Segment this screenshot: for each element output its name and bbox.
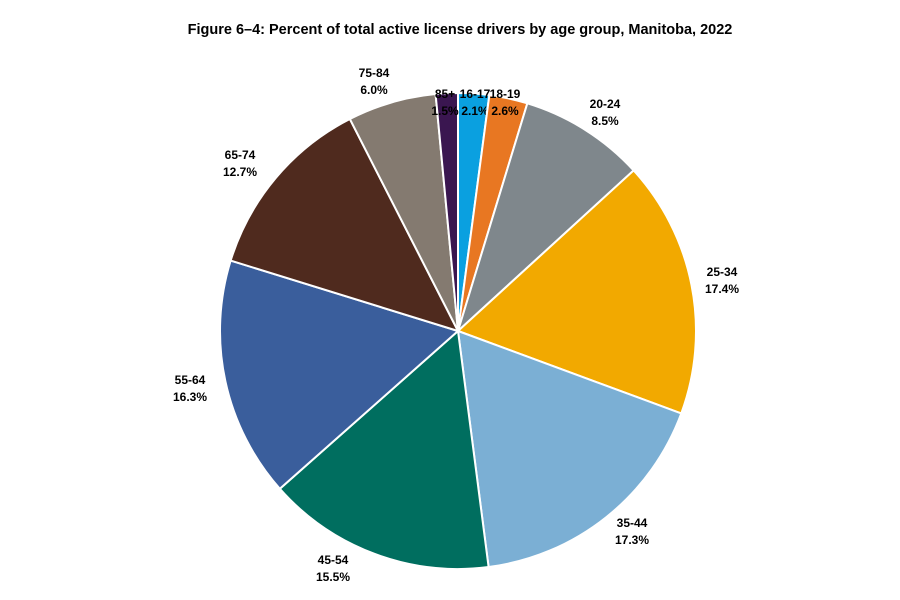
slice-value-label: 16.3% (173, 390, 207, 404)
slice-label: 65-74 (225, 148, 256, 162)
slice-value-label: 15.5% (316, 570, 350, 584)
slice-label: 25-34 (707, 265, 738, 279)
chart-title: Figure 6–4: Percent of total active lice… (187, 22, 733, 38)
slice-value-label: 1.5% (431, 104, 459, 118)
pie-slice-55-64 (219, 259, 460, 491)
slice-label: 20-24 (590, 97, 621, 111)
slice-label: 85+ (435, 87, 455, 101)
slice-value-label: 2.6% (491, 104, 519, 118)
slice-label: 55-64 (175, 373, 206, 387)
slice-value-label: 12.7% (223, 165, 257, 179)
pie-slice-85+ (434, 91, 459, 332)
slice-label: 16-17 (460, 87, 491, 101)
slice-value-label: 8.5% (591, 114, 619, 128)
slice-value-label: 6.0% (360, 83, 388, 97)
pie-slice-35-44 (456, 329, 683, 569)
slice-label: 35-44 (617, 516, 648, 530)
slice-value-label: 17.3% (615, 533, 649, 547)
slice-value-label: 2.1% (461, 104, 489, 118)
slice-label: 18-19 (490, 87, 521, 101)
slice-value-label: 17.4% (705, 282, 739, 296)
slice-label: 45-54 (318, 553, 349, 567)
pie-slice-20-24 (455, 102, 636, 335)
pie-slice-45-54 (278, 329, 490, 570)
pie-slice-65-74 (229, 117, 460, 333)
slice-label: 75-84 (359, 66, 390, 80)
